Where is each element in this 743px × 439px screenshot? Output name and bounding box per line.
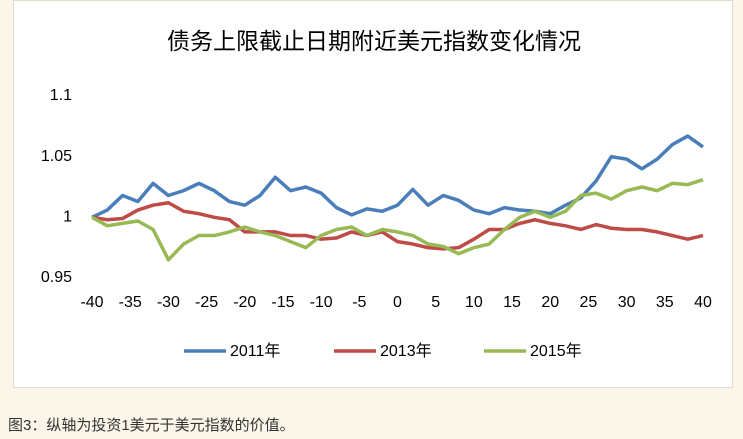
- x-tick-label: -10: [310, 294, 333, 311]
- x-tick-label: 25: [580, 294, 598, 311]
- y-tick-label: 1.1: [50, 87, 72, 104]
- x-tick-label: 20: [541, 294, 559, 311]
- legend-label: 2015年: [530, 342, 582, 360]
- x-tick-label: 30: [618, 294, 636, 311]
- chart: 债务上限截止日期附近美元指数变化情况 0.95 1 1.05 1.1 -40 -35 -30…: [41, 28, 712, 360]
- y-tick-label: 1.05: [41, 148, 72, 165]
- caption: 图3：纵轴为投资1美元于美元指数的价值。: [8, 417, 295, 434]
- legend-label: 2013年: [380, 342, 432, 360]
- chart-title: 债务上限截止日期附近美元指数变化情况: [167, 28, 581, 54]
- x-tick-label: -30: [157, 294, 180, 311]
- x-tick-label: -40: [80, 294, 103, 311]
- x-tick-label: -25: [195, 294, 218, 311]
- x-tick-label: 35: [656, 294, 674, 311]
- series-line: [91, 178, 704, 262]
- x-tick-label: 15: [503, 294, 521, 311]
- series-line: [91, 201, 704, 251]
- x-tick-label: -15: [271, 294, 294, 311]
- x-tick-label: 40: [694, 294, 712, 311]
- series-line: [91, 134, 705, 219]
- x-tick-label: 10: [465, 294, 483, 311]
- y-tick-label: 1: [63, 209, 72, 226]
- x-tick-label: -35: [119, 294, 142, 311]
- y-tick-label: 0.95: [41, 269, 72, 286]
- x-tick-label: -5: [352, 294, 366, 311]
- chart-frame: 债务上限截止日期附近美元指数变化情况 0.95 1 1.05 1.1 -40 -35 -30…: [13, 0, 733, 388]
- x-tick-label: 5: [431, 294, 440, 311]
- x-tick-label: 0: [393, 294, 402, 311]
- x-tick-label: -20: [233, 294, 256, 311]
- legend-label: 2011年: [230, 342, 280, 360]
